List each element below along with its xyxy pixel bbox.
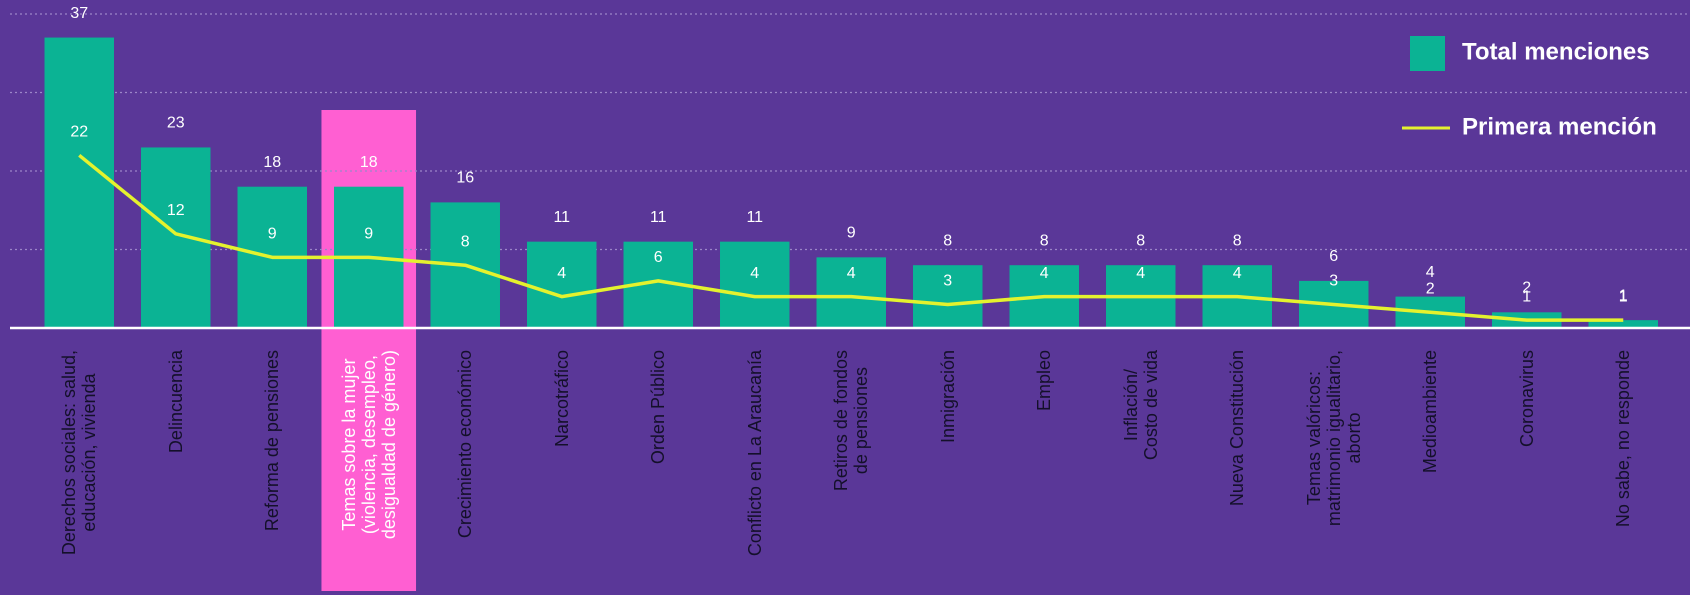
bar-value-label: 6: [1329, 248, 1338, 265]
line-value-label: 6: [654, 249, 663, 266]
bar: [44, 37, 114, 329]
bar: [141, 147, 211, 328]
x-tick-label: Coronavirus: [1516, 350, 1537, 448]
line-value-label: 4: [847, 265, 856, 282]
bar: [527, 241, 597, 328]
bar-value-label: 16: [456, 170, 474, 187]
line: [78, 153, 1624, 322]
line-value-label: 9: [268, 226, 277, 243]
x-tick-label: Reforma de pensiones: [262, 350, 283, 532]
line-value-label: 8: [461, 233, 470, 250]
line-value-label: 4: [1040, 265, 1049, 282]
x-tick-label: Derechos sociales: salud, educación, viv…: [59, 350, 100, 556]
x-tick-label: Temas valóricos: matrimonio igualitario,…: [1303, 350, 1364, 527]
line-value-label: 1: [1522, 288, 1531, 305]
line-value-label: 1: [1619, 288, 1628, 305]
legend-label: Total menciones: [1462, 38, 1650, 65]
bar-value-label: 23: [167, 115, 185, 132]
bar-value-label: 2: [1522, 280, 1531, 297]
line-value-label: 9: [364, 226, 373, 243]
x-tick-label: Crecimiento económico: [455, 350, 476, 539]
line-value-label: 4: [1136, 265, 1145, 282]
bar: [1588, 320, 1658, 328]
bar-value-label: 8: [1233, 232, 1242, 249]
x-tick-label: Narcotráfico: [551, 350, 572, 448]
bar-value-label: 11: [553, 209, 570, 226]
x-tick-label: Retiros de fondos de pensiones: [831, 350, 872, 492]
x-tick-label: Empleo: [1034, 350, 1055, 412]
line-value-label: 4: [557, 265, 566, 282]
line-value-label: 3: [1329, 273, 1338, 290]
bar-value-label: 37: [70, 5, 88, 22]
line-value-label: 3: [943, 273, 952, 290]
bar-value-label: 9: [847, 225, 856, 242]
bar-value-label: 18: [263, 154, 281, 171]
x-tick-label: Nueva Constitución: [1227, 350, 1248, 507]
x-tick-label: Inmigración: [937, 350, 958, 444]
bar: [816, 257, 886, 328]
x-tick-label: Temas sobre la mujer (violencia, desempl…: [338, 350, 399, 540]
x-tick-label: Conflicto en La Araucanía: [744, 350, 765, 557]
legend-label: Primera mención: [1462, 113, 1657, 140]
bar-value-label: 11: [746, 209, 763, 226]
x-tick-label: No sabe, no responde: [1613, 350, 1634, 528]
bar-value-label: 1: [1619, 287, 1628, 304]
line-value-label: 12: [167, 202, 185, 219]
bar-value-label: 8: [943, 232, 952, 249]
x-tick-label: Medioambiente: [1420, 350, 1441, 474]
bar-value-label: 4: [1426, 264, 1435, 281]
x-tick-label: Delincuencia: [165, 350, 186, 454]
x-tick-label: Orden Público: [648, 350, 669, 465]
line-value-label: 4: [1233, 265, 1242, 282]
line-value-label: 22: [70, 124, 88, 141]
bar-value-label: 11: [650, 209, 667, 226]
bar: [913, 265, 983, 328]
bar-value-label: 18: [360, 154, 378, 171]
x-tick-label: Inflación/ Costo de vida: [1120, 350, 1161, 461]
line-value-label: 2: [1426, 281, 1435, 298]
legend-swatch: [1410, 36, 1445, 71]
bar: [720, 241, 790, 328]
bar-value-label: 8: [1040, 232, 1049, 249]
bar-value-label: 8: [1136, 232, 1145, 249]
line-value-label: 4: [750, 265, 759, 282]
